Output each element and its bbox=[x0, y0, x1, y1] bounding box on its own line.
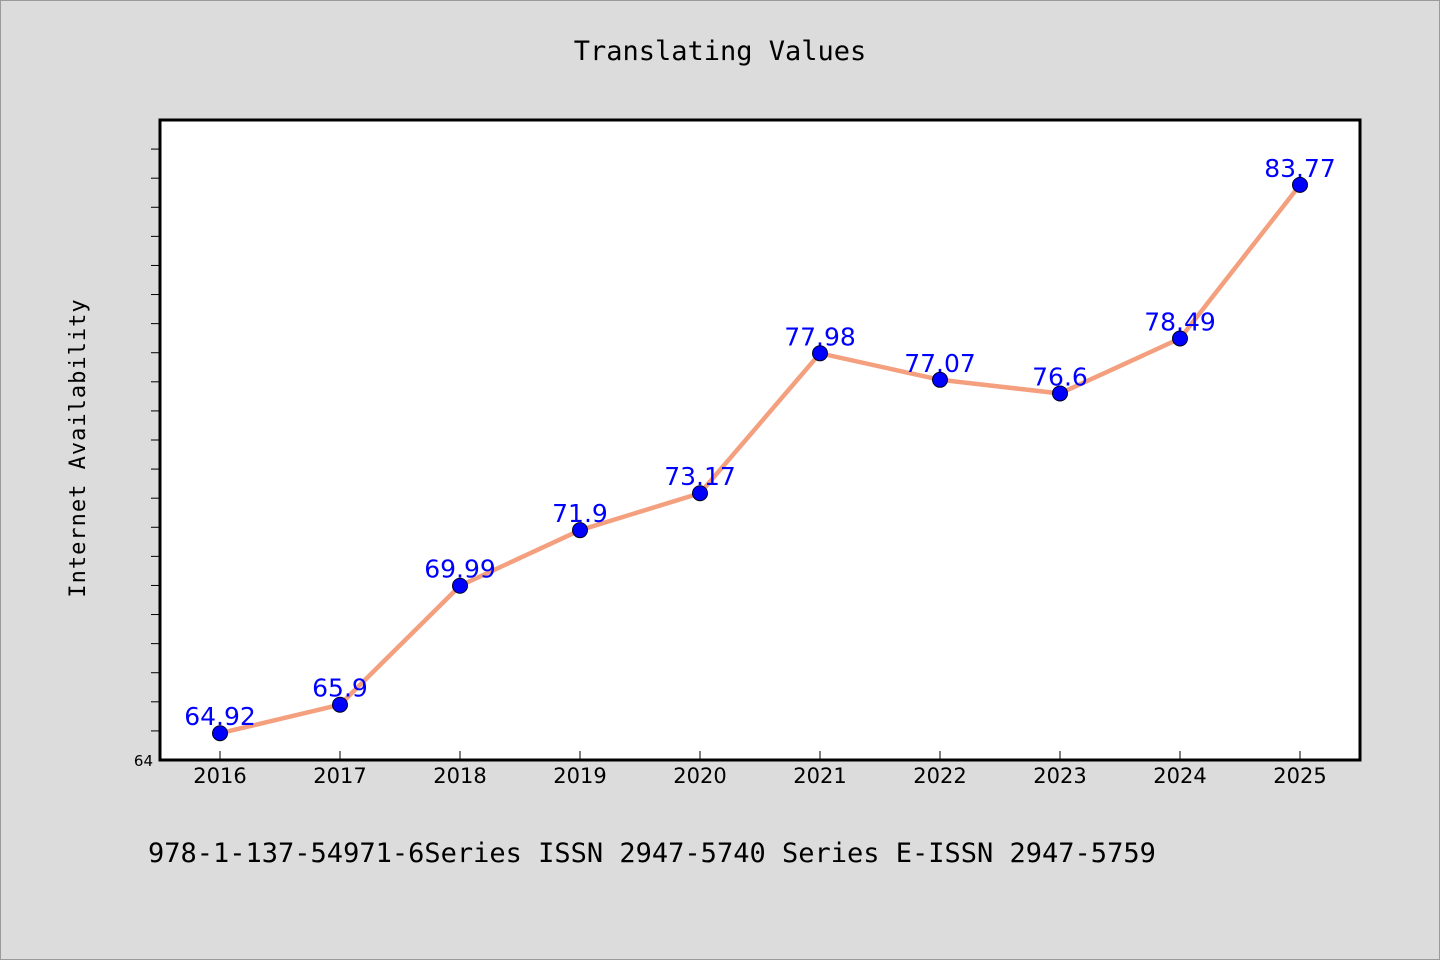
x-tick-label: 2020 bbox=[673, 764, 726, 788]
y-tick-label: 64 bbox=[134, 752, 153, 770]
data-point-label: 83.77 bbox=[1264, 154, 1336, 183]
data-point-marker bbox=[452, 577, 468, 594]
series-line bbox=[217, 182, 1303, 736]
x-tick-label: 2024 bbox=[1153, 764, 1206, 788]
data-point-marker bbox=[572, 522, 588, 539]
data-point-marker bbox=[212, 725, 228, 742]
data-point-label: 78.49 bbox=[1144, 307, 1216, 336]
series-layer bbox=[212, 176, 1308, 742]
data-label-layer: 64.92 65.9 69.99 71.9 73.17 77.98 77.07 76.6 78.… bbox=[184, 154, 1336, 731]
chart-title: Translating Values bbox=[574, 36, 867, 67]
x-tick-label: 2023 bbox=[1033, 764, 1086, 788]
data-point-label: 73.17 bbox=[664, 462, 736, 491]
data-point-marker bbox=[1292, 176, 1308, 193]
plot-area bbox=[158, 118, 1362, 762]
x-tick-label: 2025 bbox=[1273, 764, 1326, 788]
data-point-marker bbox=[692, 485, 708, 502]
x-tick-label: 2017 bbox=[313, 764, 366, 788]
data-point-label: 77.98 bbox=[784, 322, 856, 351]
data-point-label: 77.07 bbox=[904, 349, 976, 378]
x-tick-label: 2021 bbox=[793, 764, 846, 788]
y-axis-label: Internet Availability bbox=[66, 298, 91, 597]
data-point-marker bbox=[332, 696, 348, 713]
data-point-label: 71.9 bbox=[552, 499, 608, 528]
data-point-marker bbox=[1052, 385, 1068, 402]
x-tick-label: 2018 bbox=[433, 764, 486, 788]
data-point-label: 69.99 bbox=[424, 555, 496, 584]
x-axis-ticks: 2016 2017 2018 2019 2020 2021 2022 2023 2024 2025 bbox=[193, 751, 1327, 788]
data-point-label: 64.92 bbox=[184, 702, 256, 731]
data-point-marker bbox=[812, 345, 828, 362]
y-axis-ticks: 64 bbox=[134, 148, 160, 770]
footer-isbn-text: 978-1-137-54971-6Series ISSN 2947-5740 S… bbox=[148, 838, 1156, 869]
data-point-label: 76.6 bbox=[1032, 362, 1088, 391]
data-point-marker bbox=[932, 371, 948, 388]
data-point-label: 65.9 bbox=[312, 674, 368, 703]
x-tick-label: 2016 bbox=[193, 764, 246, 788]
x-tick-label: 2022 bbox=[913, 764, 966, 788]
x-tick-label: 2019 bbox=[553, 764, 606, 788]
data-point-marker bbox=[1172, 330, 1188, 347]
